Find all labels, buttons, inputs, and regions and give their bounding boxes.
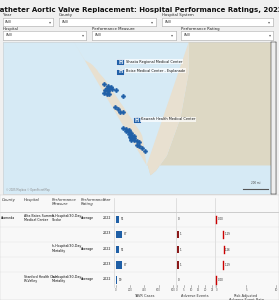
Bar [177, 231, 179, 238]
Text: (All): (All) [95, 33, 102, 38]
Text: ▾: ▾ [49, 20, 52, 24]
Text: TAVR Cases: TAVR Cases [134, 294, 155, 298]
Text: 2022: 2022 [103, 277, 112, 281]
Text: County: County [59, 14, 73, 17]
FancyBboxPatch shape [116, 68, 124, 75]
Text: Alta Bates Summit
Medical Center: Alta Bates Summit Medical Center [24, 214, 54, 223]
Text: Year: Year [3, 14, 11, 17]
Bar [116, 261, 122, 268]
Text: ▾: ▾ [171, 33, 173, 38]
Text: 1: 1 [179, 232, 181, 236]
Text: In-Hospital/30-Day
Stroke: In-Hospital/30-Day Stroke [52, 214, 82, 223]
Text: In-Hospital/30-Day
Mortality: In-Hospital/30-Day Mortality [52, 274, 82, 283]
Text: ▾: ▾ [268, 20, 270, 24]
Text: Hospital: Hospital [3, 27, 19, 31]
Text: Performance
Measure: Performance Measure [52, 198, 76, 206]
Text: 1.19: 1.19 [225, 263, 230, 267]
Text: (All): (All) [61, 20, 69, 24]
Text: 0: 0 [178, 218, 180, 221]
Text: (All): (All) [184, 33, 191, 38]
FancyBboxPatch shape [116, 59, 124, 65]
Text: © 2025 Mapbox © OpenStreetMap: © 2025 Mapbox © OpenStreetMap [6, 188, 49, 192]
Bar [116, 246, 119, 254]
Text: 10: 10 [189, 288, 193, 292]
Text: Performance Measure: Performance Measure [92, 27, 135, 31]
Text: Average: Average [81, 216, 94, 220]
Text: 10: 10 [275, 288, 278, 292]
Text: 5: 5 [183, 288, 185, 292]
Text: 5: 5 [246, 288, 247, 292]
Text: 20: 20 [203, 288, 207, 292]
Text: 19: 19 [119, 278, 122, 282]
Text: Average: Average [81, 247, 94, 250]
Polygon shape [74, 42, 189, 175]
Text: 25: 25 [210, 288, 214, 292]
Bar [116, 216, 119, 223]
Text: H: H [118, 69, 122, 74]
Text: Risk-Adjusted
Adverse Event Rate: Risk-Adjusted Adverse Event Rate [229, 294, 264, 300]
Text: 1.19: 1.19 [225, 232, 230, 236]
Text: 0: 0 [215, 288, 217, 292]
Text: ▾: ▾ [82, 33, 84, 38]
Text: 0: 0 [115, 288, 117, 292]
Text: ▾: ▾ [151, 20, 153, 24]
Text: (All): (All) [4, 20, 11, 24]
Bar [177, 246, 179, 254]
Text: 87: 87 [123, 263, 127, 267]
Text: 1: 1 [179, 248, 181, 252]
Bar [116, 231, 122, 238]
Text: 2022: 2022 [103, 216, 112, 220]
Text: Shasta Regional Medical Center: Shasta Regional Medical Center [126, 60, 182, 64]
Text: Stanford Health Care
Tri-Valley: Stanford Health Care Tri-Valley [24, 274, 57, 283]
Text: 2023: 2023 [103, 231, 112, 236]
Text: Adverse Events: Adverse Events [181, 294, 208, 298]
Text: 2023: 2023 [103, 262, 112, 266]
Text: Year: Year [103, 198, 112, 202]
Text: Hospital: Hospital [24, 198, 40, 202]
Text: 200 mi: 200 mi [251, 181, 260, 185]
Text: (All): (All) [5, 33, 13, 38]
Text: 0: 0 [176, 288, 178, 292]
Text: 400: 400 [142, 288, 147, 292]
Text: Hospital System: Hospital System [162, 14, 194, 17]
Text: H: H [135, 118, 139, 122]
Text: H: H [118, 60, 122, 65]
Bar [116, 276, 117, 284]
Text: 600: 600 [156, 288, 161, 292]
Text: In-Hospital/30-Day
Mortality: In-Hospital/30-Day Mortality [52, 244, 82, 253]
Text: Alameda: Alameda [1, 216, 16, 220]
Text: 200: 200 [128, 288, 133, 292]
Text: 1.26: 1.26 [225, 248, 231, 252]
Text: 0: 0 [178, 278, 180, 282]
Text: 15: 15 [196, 288, 200, 292]
Text: Kaweah Health Medical Center: Kaweah Health Medical Center [141, 117, 195, 121]
Text: (All): (All) [165, 20, 172, 24]
Text: ▾: ▾ [268, 33, 271, 38]
Text: 800: 800 [170, 288, 175, 292]
Text: 2022: 2022 [103, 247, 112, 250]
Text: 87: 87 [123, 232, 127, 236]
Text: 1: 1 [179, 263, 181, 267]
Text: Boise Medical Center - Esplanade: Boise Medical Center - Esplanade [126, 69, 185, 73]
Text: Transcatheter Aortic Valve Replacement: Hospital Performance Ratings, 2022-2023: Transcatheter Aortic Valve Replacement: … [0, 7, 279, 13]
Text: 0.00: 0.00 [218, 278, 223, 282]
Text: 51: 51 [121, 218, 124, 221]
FancyBboxPatch shape [133, 117, 141, 123]
Polygon shape [146, 42, 276, 175]
Bar [177, 261, 179, 268]
Text: 0.00: 0.00 [218, 218, 223, 221]
Text: County: County [1, 198, 15, 202]
Text: Average: Average [81, 277, 94, 281]
Text: Performance Rating: Performance Rating [181, 27, 220, 31]
Text: Performance
Rating: Performance Rating [81, 198, 106, 206]
Text: 51: 51 [121, 248, 124, 252]
